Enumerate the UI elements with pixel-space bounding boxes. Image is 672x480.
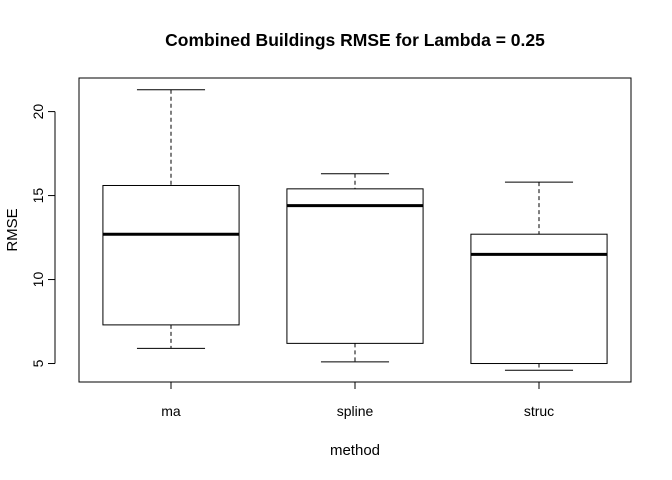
x-axis: ma spline struc <box>161 381 554 419</box>
box-spline <box>286 173 424 363</box>
y-tick-label: 5 <box>30 359 46 367</box>
boxes-layer <box>102 89 608 371</box>
y-axis-label: RMSE <box>4 208 21 251</box>
y-axis: 5 10 15 20 <box>30 104 56 367</box>
iqr-box <box>102 184 240 326</box>
y-tick-label: 10 <box>30 272 46 288</box>
box-ma <box>102 89 240 349</box>
iqr-box <box>286 188 424 344</box>
box-struc <box>470 181 608 371</box>
x-tick-label: spline <box>337 403 374 419</box>
chart-title: Combined Buildings RMSE for Lambda = 0.2… <box>165 30 545 50</box>
x-tick-label: struc <box>524 403 554 419</box>
x-tick-label: ma <box>161 403 181 419</box>
x-axis-label: method <box>330 442 380 459</box>
y-tick-label: 15 <box>30 188 46 204</box>
y-tick-label: 20 <box>30 104 46 120</box>
